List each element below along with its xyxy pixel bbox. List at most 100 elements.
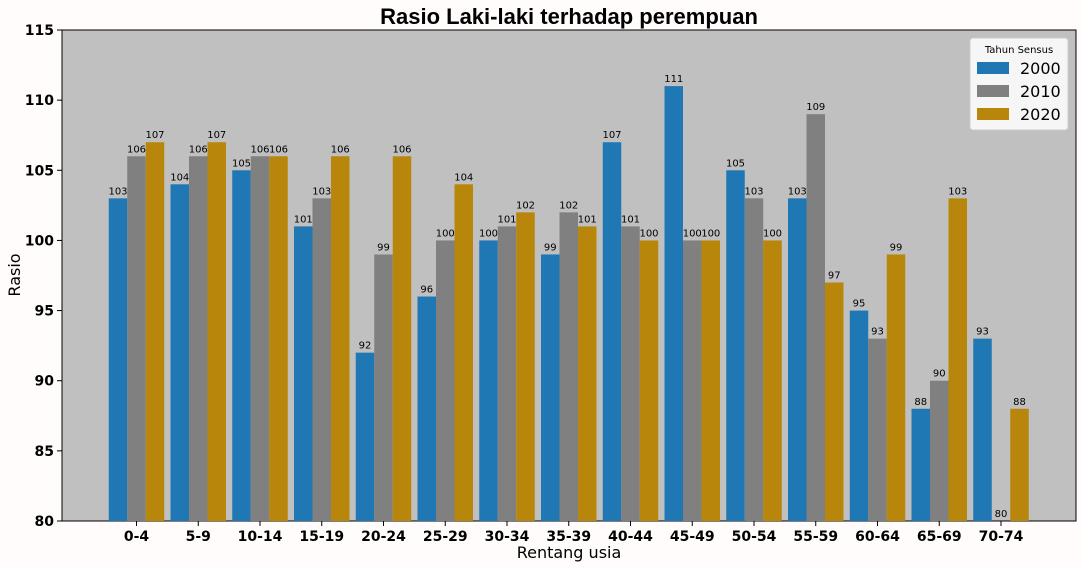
chart-title: Rasio Laki-laki terhadap perempuan (380, 4, 758, 29)
data-label: 106 (269, 144, 288, 155)
y-tick-label: 95 (35, 304, 54, 320)
y-tick-label: 110 (25, 93, 54, 109)
data-label: 103 (108, 186, 127, 197)
data-label: 100 (683, 228, 702, 239)
x-tick-label: 30-34 (485, 529, 530, 545)
bar (578, 226, 597, 521)
bar (602, 142, 622, 522)
data-label: 105 (726, 158, 745, 169)
x-tick-label: 50-54 (732, 529, 777, 545)
x-tick-label: 55-59 (793, 529, 838, 545)
legend-title: Tahun Sensus (984, 45, 1053, 56)
data-label: 107 (207, 130, 226, 141)
data-label: 80 (995, 509, 1008, 520)
bar (664, 86, 683, 522)
bar (683, 240, 702, 521)
y-tick-label: 100 (25, 233, 54, 249)
legend: Tahun Sensus 2000 2010 2020 (969, 37, 1069, 131)
bar (701, 240, 720, 521)
bar (744, 198, 764, 521)
x-axis-label: Rentang usia (517, 543, 622, 562)
bar (516, 212, 535, 521)
bar (250, 156, 270, 521)
bar (886, 254, 906, 521)
y-axis-label: Rasio (5, 253, 24, 296)
data-label: 90 (933, 369, 946, 380)
bar (726, 170, 745, 522)
data-label: 102 (559, 200, 578, 211)
bar (763, 240, 782, 521)
legend-entry-label: 2020 (1020, 105, 1061, 124)
legend-box (969, 37, 1069, 131)
data-label: 101 (294, 214, 313, 225)
data-label: 106 (127, 144, 146, 155)
x-tick-label: 25-29 (423, 529, 468, 545)
data-label: 102 (516, 200, 535, 211)
x-tick-label: 45-49 (670, 529, 715, 545)
bar (331, 156, 350, 521)
data-label: 93 (871, 327, 884, 338)
y-tick-label: 85 (35, 444, 54, 460)
bar (207, 142, 226, 522)
data-label: 100 (763, 228, 782, 239)
x-tick-label: 10-14 (238, 529, 283, 545)
x-tick-label: 65-69 (917, 529, 962, 545)
data-label: 95 (853, 299, 866, 310)
data-label: 101 (578, 214, 597, 225)
data-label: 103 (744, 186, 763, 197)
data-label: 100 (701, 228, 720, 239)
bar (392, 156, 412, 521)
x-tick-label: 15-19 (299, 529, 344, 545)
legend-swatch (977, 85, 1009, 97)
bar (849, 310, 869, 521)
data-label: 101 (497, 214, 516, 225)
data-label: 106 (392, 144, 411, 155)
data-label: 103 (312, 186, 331, 197)
bar (127, 156, 146, 521)
data-label: 100 (479, 228, 498, 239)
legend-swatch (977, 108, 1009, 120)
data-label: 111 (664, 74, 683, 85)
data-label: 105 (232, 158, 251, 169)
y-tick-label: 105 (25, 163, 54, 179)
bar (930, 380, 949, 521)
data-label: 88 (914, 397, 927, 408)
bar (232, 170, 251, 522)
x-tick-label: 60-64 (855, 529, 900, 545)
data-label: 106 (189, 144, 208, 155)
bar (417, 296, 436, 521)
data-label: 97 (828, 271, 841, 282)
bar (189, 156, 208, 521)
data-label: 101 (621, 214, 640, 225)
bar (639, 240, 659, 521)
data-label: 106 (331, 144, 350, 155)
data-label: 104 (170, 172, 189, 183)
data-label: 100 (436, 228, 455, 239)
bar (436, 240, 455, 521)
x-tick-label: 0-4 (124, 529, 150, 545)
data-label: 103 (788, 186, 807, 197)
bar (269, 156, 288, 521)
data-label: 99 (890, 242, 903, 253)
bar (788, 198, 807, 521)
bar (170, 184, 189, 521)
data-label: 96 (420, 285, 433, 296)
y-tick-label: 90 (35, 374, 55, 390)
bar (541, 254, 560, 521)
data-label: 99 (377, 242, 390, 253)
bar (1010, 408, 1029, 521)
legend-entry-label: 2010 (1020, 82, 1061, 101)
x-tick-label: 35-39 (546, 529, 591, 545)
y-tick-label: 80 (35, 514, 55, 530)
bar (806, 114, 825, 522)
x-tick-label: 70-74 (979, 529, 1024, 545)
data-label: 99 (544, 242, 557, 253)
bar (911, 408, 930, 521)
data-label: 92 (359, 341, 372, 352)
bar (355, 352, 375, 521)
bar (294, 226, 313, 521)
data-label: 88 (1013, 397, 1026, 408)
data-label: 107 (145, 130, 164, 141)
bar (374, 254, 393, 521)
data-label: 107 (602, 130, 621, 141)
